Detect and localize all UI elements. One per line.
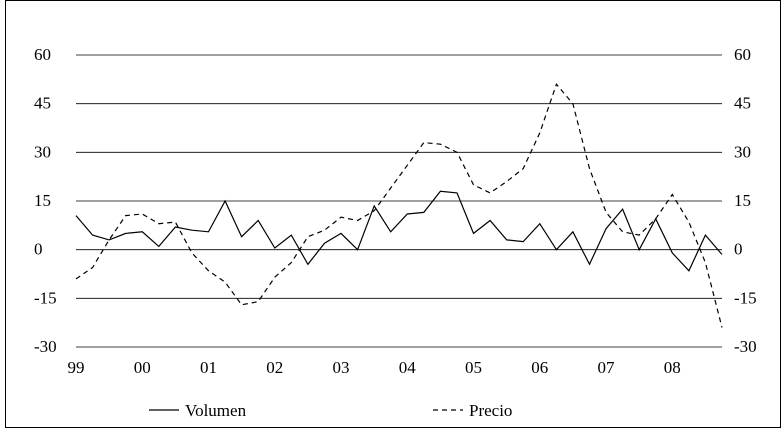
x-tick-label: 99 [68, 358, 85, 377]
y-tick-label-left: 30 [34, 142, 51, 161]
y-tick-label-right: -15 [734, 288, 757, 307]
y-tick-label-right: 0 [734, 240, 743, 259]
y-tick-label-left: 15 [34, 191, 51, 210]
x-tick-label: 02 [266, 358, 283, 377]
series-lines [75, 83, 723, 328]
x-tick-label: 08 [664, 358, 681, 377]
x-tick-label: 05 [465, 358, 482, 377]
gridlines [76, 54, 722, 348]
y-tick-label-left: -15 [34, 288, 57, 307]
x-tick-label: 07 [598, 358, 616, 377]
y-tick-label-right: 30 [734, 142, 751, 161]
line-chart: 60 45 30 15 0 -15 -30 60 45 30 15 0 -15 -30 99 00 01 02… [34, 45, 757, 420]
y-tick-label-right: 60 [734, 45, 751, 64]
chart-frame: 60 45 30 15 0 -15 -30 60 45 30 15 0 -15 -30 99 00 01 02… [5, 0, 781, 428]
x-tick-label: 00 [134, 358, 151, 377]
legend: Volumen Precio [149, 401, 512, 420]
x-tick-label: 04 [399, 358, 417, 377]
series-line-volumen [75, 190, 723, 272]
y-axis-right: 60 45 30 15 0 -15 -30 [734, 45, 757, 356]
y-tick-label-left: -30 [34, 337, 57, 356]
x-tick-label: 01 [200, 358, 217, 377]
series-line-precio [75, 83, 723, 328]
y-tick-label-right: 15 [734, 191, 751, 210]
y-tick-label-right: -30 [734, 337, 757, 356]
y-tick-label-left: 0 [34, 240, 43, 259]
y-tick-label-left: 45 [34, 94, 51, 113]
x-axis: 99 00 01 02 03 04 05 06 07 08 [68, 358, 681, 377]
y-tick-label-right: 45 [734, 94, 751, 113]
legend-label-precio: Precio [469, 401, 512, 420]
x-tick-label: 03 [333, 358, 350, 377]
x-tick-label: 06 [531, 358, 548, 377]
legend-label-volumen: Volumen [185, 401, 247, 420]
y-tick-label-left: 60 [34, 45, 51, 64]
y-axis-left: 60 45 30 15 0 -15 -30 [34, 45, 57, 356]
